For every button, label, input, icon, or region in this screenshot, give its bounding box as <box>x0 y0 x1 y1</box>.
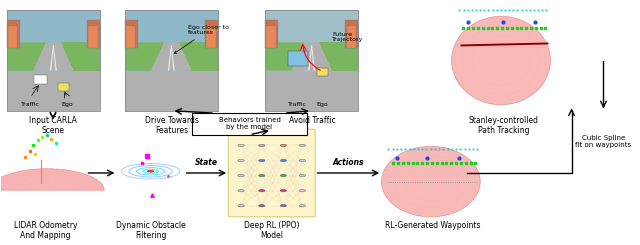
Polygon shape <box>33 42 74 71</box>
Bar <box>347 26 356 49</box>
Bar <box>88 26 98 49</box>
FancyBboxPatch shape <box>228 129 315 217</box>
Circle shape <box>238 159 244 162</box>
Bar <box>266 26 276 49</box>
Bar <box>7 20 20 49</box>
Circle shape <box>238 144 244 147</box>
Polygon shape <box>50 45 54 71</box>
Bar <box>126 26 135 49</box>
Polygon shape <box>171 45 175 71</box>
Text: Ego: Ego <box>317 102 328 107</box>
Bar <box>125 10 218 42</box>
Text: Traffic: Traffic <box>20 102 40 107</box>
Circle shape <box>280 205 287 207</box>
Text: Dynamic Obstacle
Filtering: Dynamic Obstacle Filtering <box>116 221 186 240</box>
Circle shape <box>300 205 306 207</box>
Circle shape <box>300 174 306 177</box>
Text: Cubic Spline
fit on waypoints: Cubic Spline fit on waypoints <box>575 135 632 148</box>
Polygon shape <box>311 45 315 71</box>
Text: Avoid Traffic: Avoid Traffic <box>289 116 335 124</box>
Polygon shape <box>125 42 164 71</box>
Circle shape <box>300 144 306 147</box>
Ellipse shape <box>147 171 154 172</box>
Polygon shape <box>319 42 358 71</box>
Bar <box>7 71 100 111</box>
Text: Drive Towards
Features: Drive Towards Features <box>145 116 198 135</box>
Text: Ego: Ego <box>61 102 73 107</box>
Text: Stanley-controlled
Path Tracking: Stanley-controlled Path Tracking <box>469 116 539 135</box>
Bar <box>7 10 100 42</box>
Bar <box>58 83 69 91</box>
Circle shape <box>259 205 265 207</box>
Bar <box>7 10 100 71</box>
Polygon shape <box>266 42 304 71</box>
Polygon shape <box>53 45 57 71</box>
Bar <box>192 113 307 135</box>
Circle shape <box>259 144 265 147</box>
Bar <box>34 74 47 84</box>
Polygon shape <box>7 42 46 71</box>
Bar <box>266 71 358 111</box>
Circle shape <box>280 174 287 177</box>
Bar <box>125 71 218 111</box>
Bar <box>7 10 100 111</box>
Bar <box>345 20 358 49</box>
Text: Future
Trajectory: Future Trajectory <box>332 32 364 42</box>
Bar <box>8 26 17 49</box>
Bar <box>266 10 358 42</box>
Polygon shape <box>308 45 312 71</box>
Circle shape <box>259 159 265 162</box>
Polygon shape <box>291 42 332 71</box>
Text: State: State <box>195 158 218 167</box>
Text: Actions: Actions <box>333 158 364 167</box>
Bar <box>125 10 218 71</box>
Circle shape <box>238 205 244 207</box>
Text: RL-Generated Waypoints: RL-Generated Waypoints <box>385 221 481 230</box>
Bar <box>207 26 216 49</box>
Text: Input CARLA
Scene: Input CARLA Scene <box>29 116 77 135</box>
Text: Deep RL (PPO)
Model: Deep RL (PPO) Model <box>244 221 300 240</box>
Circle shape <box>280 159 287 162</box>
Circle shape <box>238 189 244 192</box>
Ellipse shape <box>381 146 480 217</box>
Bar <box>317 68 328 76</box>
Ellipse shape <box>452 16 550 105</box>
Wedge shape <box>0 169 104 190</box>
Circle shape <box>280 144 287 147</box>
Polygon shape <box>151 42 191 71</box>
Bar <box>266 20 278 49</box>
Circle shape <box>300 189 306 192</box>
Text: LIDAR Odometry
And Mapping: LIDAR Odometry And Mapping <box>13 221 77 240</box>
Circle shape <box>259 189 265 192</box>
Text: Behaviors trained
by the model: Behaviors trained by the model <box>218 117 280 130</box>
Bar <box>86 20 100 49</box>
Bar <box>125 20 138 49</box>
Bar <box>287 51 308 66</box>
Circle shape <box>280 189 287 192</box>
Circle shape <box>300 159 306 162</box>
Polygon shape <box>179 42 218 71</box>
Bar <box>205 20 218 49</box>
Circle shape <box>259 174 265 177</box>
Circle shape <box>238 174 244 177</box>
Bar <box>125 10 218 111</box>
Text: Ego closer to
features: Ego closer to features <box>174 24 229 53</box>
Text: Traffic: Traffic <box>288 102 307 107</box>
Bar <box>266 10 358 111</box>
Bar <box>266 10 358 71</box>
Polygon shape <box>61 42 100 71</box>
Polygon shape <box>168 45 172 71</box>
